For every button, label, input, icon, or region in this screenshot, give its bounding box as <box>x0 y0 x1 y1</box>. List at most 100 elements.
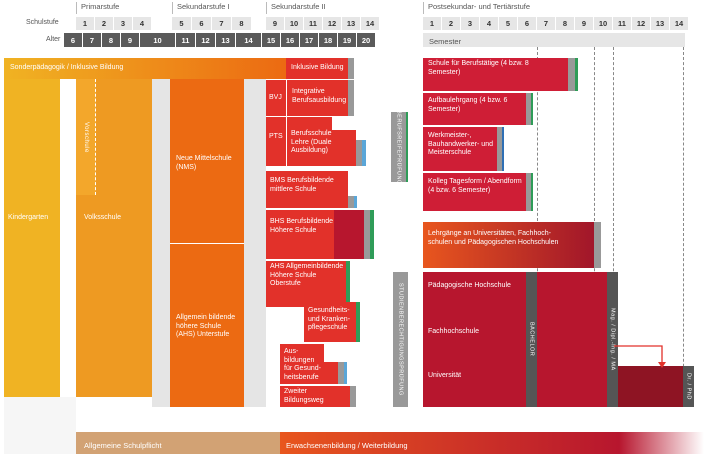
end-stripe <box>348 80 354 116</box>
semester-cell: 2 <box>442 17 461 30</box>
end-stripe <box>356 140 362 166</box>
nms-block: Neue Mittelschule (NMS) <box>170 79 244 243</box>
kindergarten-block: Kindergarten <box>4 79 60 397</box>
bhs-ext <box>334 210 364 259</box>
alter-cell: 19 <box>338 33 357 47</box>
schulstufe-cell: 5 <box>172 17 192 30</box>
alter-cell: 7 <box>83 33 102 47</box>
schulstufe-cell: 7 <box>212 17 232 30</box>
semester-cell: 9 <box>575 17 594 30</box>
kolleg-block: Kolleg Tagesform / Abendform (4 bzw. 6 S… <box>423 173 526 211</box>
end-stripe <box>502 127 504 171</box>
bottom-staircase <box>4 397 76 454</box>
grey-strip <box>152 79 170 407</box>
zweiter-bildungsweg-block: Zweiter Bildungsweg <box>280 386 350 407</box>
end-stripe <box>497 127 502 171</box>
semester-cell: 3 <box>461 17 480 30</box>
semester-cell: 11 <box>613 17 632 30</box>
inklusive-bildung-block: Inklusive Bildung <box>286 58 348 79</box>
schulstufe-cell: 10 <box>285 17 304 30</box>
berufsreife-stripe <box>406 112 408 182</box>
studienberechtigung-bar: STUDIENBERECHTIGUNGSPRÜFUNG <box>393 272 408 407</box>
alter-cell: 10 <box>140 33 176 47</box>
end-stripe <box>348 58 354 79</box>
end-stripe <box>354 196 357 208</box>
werkmeister-block: Werkmeister-, Bauhandwerker- und Meister… <box>423 127 497 171</box>
semester-cell: 14 <box>670 17 689 30</box>
alter-cell: 12 <box>196 33 216 47</box>
semester-cell: 7 <box>537 17 556 30</box>
end-stripe <box>531 173 533 211</box>
schulstufe-cell: 4 <box>133 17 152 30</box>
schulstufe-cell: 8 <box>232 17 252 30</box>
schulstufe-cell: 2 <box>95 17 114 30</box>
semester-cell: 12 <box>632 17 651 30</box>
end-stripe <box>526 93 531 125</box>
semester-label-bar: Semester <box>423 33 685 47</box>
universitaet-label: Universität <box>428 372 462 379</box>
alter-cell: 6 <box>64 33 83 47</box>
bhs-block: BHS Berufsbildende Höhere Schule <box>266 210 334 259</box>
master-bar: Mag. / Dipl.-Ing. / MA <box>607 272 618 407</box>
primarstufe-header: Primarstufe <box>76 2 226 14</box>
alter-cell: 16 <box>281 33 300 47</box>
phd-bar: Dr. / PhD <box>683 366 694 407</box>
semester-cell: 8 <box>556 17 575 30</box>
bms-block: BMS Berufsbildende mittlere Schule <box>266 171 348 208</box>
semester-cell: 13 <box>651 17 670 30</box>
end-stripe <box>526 173 531 211</box>
alter-cell: 18 <box>319 33 338 47</box>
schulstufe-cell: 14 <box>361 17 380 30</box>
alter-cell: 13 <box>216 33 236 47</box>
bvj-block: BVJ <box>266 80 286 116</box>
integrative-block: Integrative Berufsausbildung <box>287 80 348 116</box>
berufsreife-bar: BERUFSREIFEPRÜFUNG <box>391 110 406 184</box>
pts-block: PTS <box>266 117 286 166</box>
ausbildung-gesundheit-block: Aus- bildungen für Gesund- heitsberufe <box>280 344 324 384</box>
alter-cell: 15 <box>262 33 281 47</box>
semester-cell: 1 <box>423 17 442 30</box>
gesundheit-block: Gesundheits- und Kranken- pflegeschule <box>304 302 356 342</box>
sekundarstufe1-header: Sekundarstufe I <box>172 2 272 14</box>
berufsschule-ext <box>332 130 356 166</box>
alter-label: Alter <box>46 36 61 43</box>
arrow-to-phd-icon <box>614 345 666 368</box>
paedagogische-hs-label: Pädagogische Hochschule <box>428 282 511 289</box>
ausbildung-ext <box>324 362 338 384</box>
semester-cell: 5 <box>499 17 518 30</box>
schulpflicht-bar: Allgemeine Schulpflicht <box>76 432 280 454</box>
grey-strip <box>244 79 266 407</box>
bachelor-bar: BACHELOR <box>526 272 537 407</box>
end-stripe <box>575 58 578 91</box>
end-stripe <box>568 58 575 91</box>
ahs-oberstufe-block: AHS Allgemeinbildende Höhere Schule Ober… <box>266 261 346 307</box>
alter-row: 6 7 8 9 10 11 12 13 14 15 16 17 18 19 20 <box>64 33 376 47</box>
schulstufe-cell: 3 <box>114 17 133 30</box>
alter-cell: 9 <box>121 33 140 47</box>
guide-line <box>613 47 614 407</box>
sonderpaedagogik-bar: Sonderpädagogik / Inklusive Bildung <box>4 58 286 79</box>
aufbaulehrgang-block: Aufbaulehrgang (4 bzw. 6 Semester) <box>423 93 526 125</box>
semester-row: 1 2 3 4 5 6 7 8 9 10 11 12 13 14 <box>423 17 689 30</box>
lehrgaenge-block: Lehrgänge an Universitäten, Fachhoch- sc… <box>423 222 594 268</box>
semester-cell: 10 <box>594 17 613 30</box>
alter-cell: 20 <box>357 33 376 47</box>
alter-cell: 8 <box>102 33 121 47</box>
berufsschule-block: Berufsschule und Lehre (Duale Ausbildung… <box>287 117 345 166</box>
ahs-unterstufe-block: Allgemein bildende höhere Schule (AHS) U… <box>170 244 244 407</box>
schule-berufstaetige-block: Schule für Berufstätige (4 bzw. 8 Semest… <box>423 58 568 91</box>
postsekundar-header: Postsekundar- und Tertiärstufe <box>423 2 683 14</box>
schulstufen-sek1: 5 6 7 8 <box>172 17 252 30</box>
vorschule-block: Vorschule <box>76 79 96 195</box>
end-stripe <box>348 196 354 208</box>
schulstufe-cell: 9 <box>266 17 285 30</box>
sekundarstufe2-header: Sekundarstufe II <box>266 2 386 14</box>
alter-cell: 17 <box>300 33 319 47</box>
fachhochschule-label: Fachhochschule <box>428 328 479 335</box>
schulstufe-cell: 11 <box>304 17 323 30</box>
alter-cell: 11 <box>176 33 196 47</box>
semester-cell: 6 <box>518 17 537 30</box>
end-stripe <box>350 386 356 407</box>
end-stripe <box>364 210 370 259</box>
schulstufen-primar: 1 2 3 4 <box>76 17 152 30</box>
